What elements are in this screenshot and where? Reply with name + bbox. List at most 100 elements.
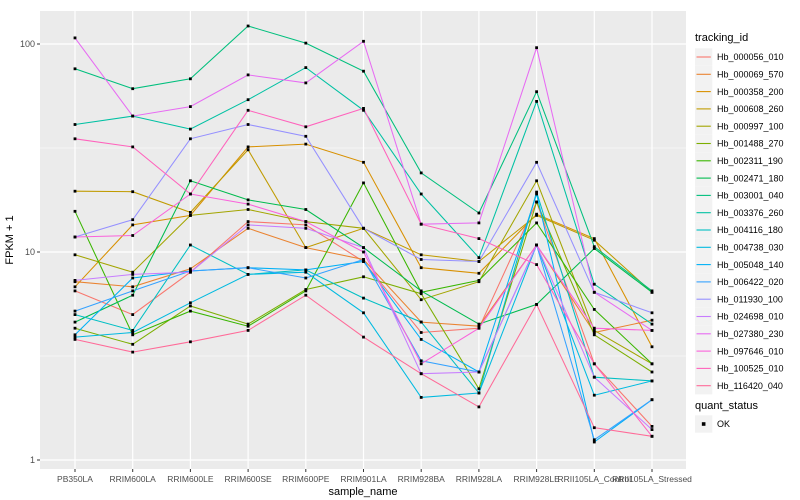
data-point [304, 208, 308, 211]
data-point [477, 324, 481, 328]
legend-item-label: Hb_000608_260 [717, 104, 784, 114]
data-point [189, 192, 192, 196]
data-point [535, 100, 538, 103]
data-point [131, 218, 135, 222]
data-point [535, 200, 538, 204]
legend-item-label: Hb_004738_030 [717, 243, 784, 253]
data-point [304, 293, 308, 297]
data-point [477, 260, 481, 263]
data-point [419, 192, 423, 196]
data-point [304, 81, 308, 85]
data-point [304, 246, 308, 249]
legend-item: Hb_003376_260 [695, 204, 784, 222]
data-point [246, 266, 250, 270]
data-point [189, 309, 192, 313]
data-point [535, 263, 538, 266]
data-point [189, 270, 192, 274]
data-point [246, 123, 250, 126]
y-tick-label: 100 [20, 39, 35, 49]
data-point [189, 211, 192, 214]
data-point [246, 223, 250, 227]
data-point [131, 313, 135, 316]
data-point [304, 268, 308, 272]
data-point [362, 107, 365, 110]
data-point [73, 235, 77, 239]
x-tick-label: RRIM600LE [167, 474, 214, 484]
data-point [650, 434, 654, 438]
data-point [304, 66, 308, 69]
data-point [131, 329, 135, 332]
data-point [592, 247, 596, 250]
data-point [73, 36, 77, 40]
legend-item-label: Hb_002311_190 [717, 156, 783, 166]
data-point [650, 398, 654, 402]
data-point [592, 438, 596, 442]
data-point [246, 98, 250, 102]
data-point [73, 253, 77, 257]
data-point [650, 311, 654, 315]
legend-item-label: Hb_027380_230 [717, 329, 784, 339]
data-point [592, 237, 596, 240]
filled-square-icon [701, 422, 706, 426]
data-point [131, 331, 135, 334]
legend-item-label: Hb_006422_020 [717, 277, 784, 287]
data-point [535, 243, 538, 247]
data-point [362, 335, 365, 339]
data-point [131, 190, 135, 194]
x-tick-label: RRII105LA_Stressed [612, 474, 692, 484]
data-point [362, 226, 365, 230]
data-point [477, 256, 481, 259]
data-point [419, 289, 423, 293]
data-point [535, 221, 538, 225]
data-point [592, 331, 596, 334]
legend-item-label: Hb_005048_140 [717, 260, 784, 270]
legend-item-label: OK [717, 419, 730, 429]
data-point [650, 289, 654, 293]
legend-item-label: Hb_100525_010 [717, 364, 784, 374]
data-point [477, 322, 481, 326]
data-point [419, 222, 423, 226]
legend-item-label: Hb_000997_100 [717, 121, 784, 131]
legend-item: Hb_100525_010 [695, 359, 784, 378]
data-point [535, 190, 538, 194]
x-tick-label: RRIM928BA [398, 474, 446, 484]
data-point [535, 214, 538, 217]
data-point [246, 145, 250, 149]
data-point [419, 298, 423, 302]
data-point [189, 340, 192, 344]
data-point [131, 273, 135, 276]
data-point [419, 359, 423, 363]
data-point [362, 160, 365, 164]
legend-item: Hb_116420_040 [695, 377, 783, 395]
data-point [131, 270, 135, 274]
data-point [592, 393, 596, 397]
data-point [650, 345, 654, 349]
x-tick-label: RRIM600SE [224, 474, 272, 484]
legend-item-label: Hb_024698_010 [717, 312, 784, 322]
data-point [419, 266, 423, 270]
legend-item: Hb_001488_270 [695, 134, 784, 153]
legend-item: Hb_004738_030 [695, 238, 784, 256]
data-point [246, 273, 250, 276]
axes: 1 10 100 PB350LA RRIM600LA RRIM600LE RRIM600SE… [4, 39, 692, 498]
data-point [650, 322, 654, 326]
data-point [131, 333, 135, 337]
data-point [73, 189, 77, 193]
data-point [246, 329, 250, 332]
data-point [189, 267, 192, 271]
legend-item-label: Hb_011930_100 [717, 294, 783, 304]
data-point [246, 226, 250, 230]
data-point [650, 428, 654, 431]
legend-item: Hb_027380_230 [695, 325, 784, 343]
data-point [362, 246, 365, 249]
data-point [362, 260, 365, 263]
data-point [535, 90, 538, 94]
data-point [73, 285, 77, 289]
data-point [246, 73, 250, 77]
legend-item: Hb_024698_010 [695, 307, 784, 326]
legend-title-quant-status: quant_status [695, 400, 758, 412]
data-points [73, 24, 654, 444]
data-point [131, 293, 135, 297]
legend-item-label: Hb_001488_270 [717, 139, 784, 149]
data-point [131, 87, 135, 91]
